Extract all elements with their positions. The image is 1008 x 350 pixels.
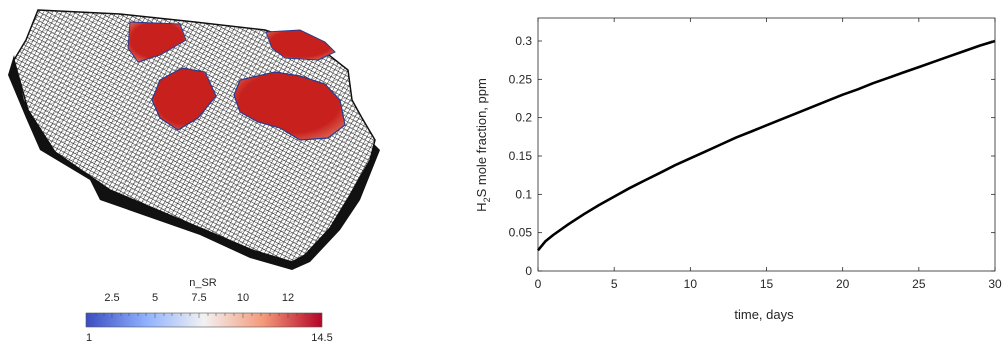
y-tick-label: 0.1 [515, 187, 532, 201]
y-axis-label-part: H [474, 202, 489, 211]
y-axis-label-subscript: 2 [482, 197, 492, 202]
y-tick-label: 0.05 [509, 226, 533, 240]
x-axis: 0 5 10 15 20 25 30 [535, 18, 1002, 291]
y-tick-label: 0.2 [515, 111, 532, 125]
y-tick-label: 0 [525, 264, 532, 278]
region-middle-left [151, 67, 217, 131]
chart-svg: 0 5 10 15 20 25 30 0 0.05 0.1 0.15 0.2 0.25 0.3 time… [474, 17, 1002, 322]
y-tick-label: 0.3 [515, 34, 532, 48]
x-tick-label: 20 [836, 277, 850, 291]
colorbar-tick-label: 12 [282, 292, 294, 304]
mesh-figure: n_SR 2.5 5 7.5 10 12 [8, 9, 380, 344]
series-line [536, 39, 996, 252]
y-tick-label: 0.25 [509, 72, 533, 86]
colorbar: n_SR 2.5 5 7.5 10 12 [85, 277, 333, 344]
plot-area [536, 17, 996, 272]
x-tick-label: 30 [988, 277, 1002, 291]
colorbar-title: n_SR [189, 277, 217, 289]
y-tick-label: 0.15 [509, 149, 533, 163]
region-top-right [265, 29, 336, 61]
x-tick-label: 25 [912, 277, 926, 291]
line-chart: 0 5 10 15 20 25 30 0 0.05 0.1 0.15 0.2 0.25 0.3 time… [430, 0, 1008, 345]
plot-frame [537, 17, 996, 272]
x-tick-label: 10 [684, 277, 698, 291]
y-axis-label-part: S mole fraction, ppm [474, 78, 489, 197]
region-top-left [127, 21, 187, 63]
colorbar-gradient [85, 312, 323, 328]
x-tick-label: 5 [611, 277, 618, 291]
colorbar-tick-label: 2.5 [104, 292, 119, 304]
x-tick-label: 0 [535, 277, 542, 291]
y-axis: 0 0.05 0.1 0.15 0.2 0.25 0.3 [509, 34, 995, 278]
y-axis-label: H2S mole fraction, ppm [474, 78, 492, 212]
x-tick-label: 15 [760, 277, 774, 291]
colorbar-tick-labels: 2.5 5 7.5 10 12 [104, 292, 294, 304]
colorbar-tick-label: 5 [152, 292, 158, 304]
mesh-view: n_SR 2.5 5 7.5 10 12 [0, 0, 400, 345]
colorbar-tick-label: 7.5 [191, 292, 206, 304]
mesh-side-wall [8, 55, 380, 270]
colorbar-min-label: 1 [86, 332, 92, 344]
region-middle-right [233, 71, 346, 141]
colorbar-max-label: 14.5 [311, 332, 332, 344]
colorbar-tick-label: 10 [237, 292, 249, 304]
x-axis-label: time, days [734, 307, 794, 322]
colorbar-ticks [95, 313, 315, 318]
high-value-regions [127, 21, 346, 141]
